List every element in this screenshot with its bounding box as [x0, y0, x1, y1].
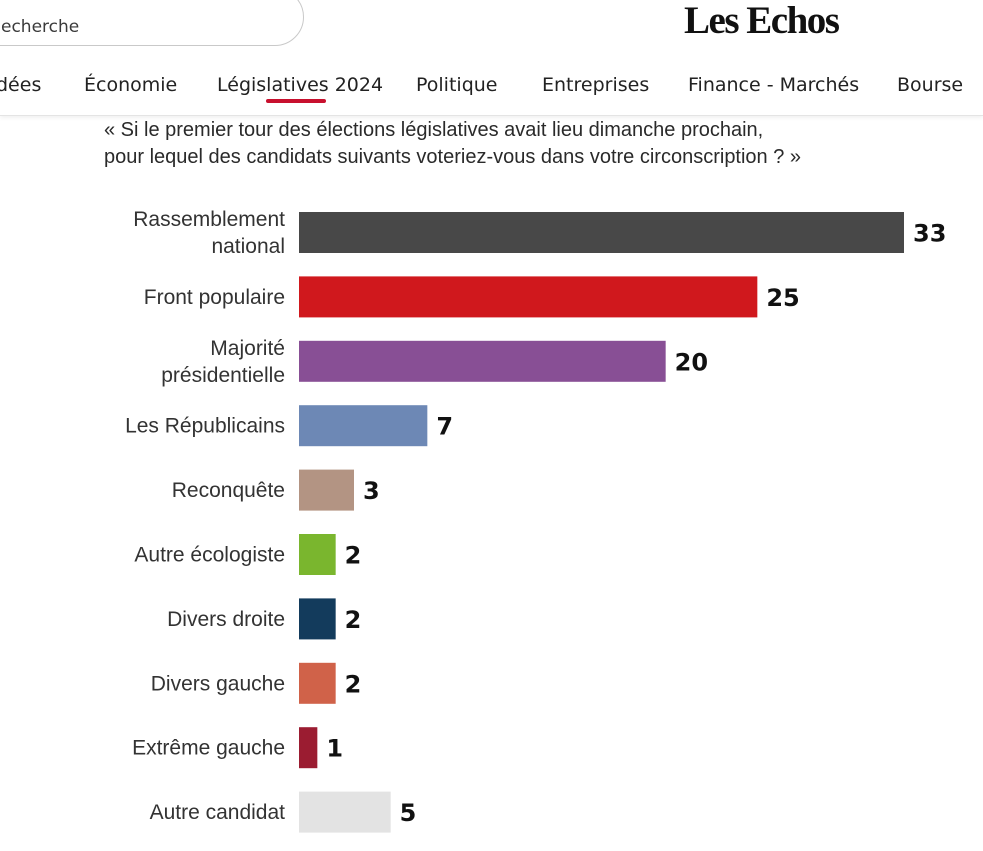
site-logo[interactable]: Les Echos	[684, 0, 840, 42]
value-label: 2	[345, 542, 362, 570]
nav-item-legislatives[interactable]: Législatives 2024	[217, 74, 384, 96]
bar	[299, 276, 758, 318]
category-label: Majorité	[210, 337, 285, 360]
search-input[interactable]: echerche	[0, 0, 304, 46]
bar	[299, 598, 336, 640]
nav-item-entreprises[interactable]: Entreprises	[542, 74, 650, 96]
category-label: Autre candidat	[150, 801, 286, 824]
value-label: 20	[675, 348, 708, 376]
bar	[299, 469, 354, 511]
value-label: 3	[363, 477, 380, 505]
value-label: 33	[913, 220, 946, 248]
bar	[299, 791, 391, 833]
category-label: Front populaire	[144, 286, 285, 309]
value-label: 2	[345, 670, 362, 698]
active-nav-indicator	[266, 99, 326, 103]
search-placeholder: echerche	[1, 17, 80, 37]
category-label: Les Républicains	[125, 415, 285, 438]
category-label: Rassemblement	[133, 208, 285, 231]
category-label: Divers droite	[167, 608, 285, 631]
bar	[299, 727, 318, 769]
bar	[299, 534, 336, 575]
category-label: Divers gauche	[151, 672, 285, 695]
value-label: 2	[345, 606, 362, 634]
category-label: présidentielle	[161, 364, 285, 387]
bar	[299, 340, 666, 382]
nav-item-politique[interactable]: Politique	[416, 74, 498, 96]
value-label: 1	[326, 735, 343, 763]
chart-title-line-2: pour lequel des candidats suivants voter…	[104, 146, 802, 168]
chart-title-line-1: « Si le premier tour des élections légis…	[104, 119, 764, 141]
nav-item-economie[interactable]: Économie	[84, 74, 178, 96]
value-label: 5	[400, 799, 417, 827]
bar	[299, 212, 904, 253]
category-label: national	[211, 235, 285, 258]
bar	[299, 405, 428, 447]
category-label: Autre écologiste	[134, 544, 285, 567]
nav-item-bourse[interactable]: Bourse	[897, 74, 964, 96]
bar	[299, 662, 336, 704]
value-label: 7	[436, 413, 453, 441]
value-label: 25	[766, 284, 799, 312]
nav-item-idees[interactable]: dées	[0, 74, 42, 96]
nav-item-finance[interactable]: Finance - Marchés	[688, 74, 860, 96]
category-label: Extrême gauche	[132, 737, 285, 760]
category-label: Reconquête	[172, 479, 285, 502]
site-header: echerche Les Echos dées Économie Législa…	[0, 0, 983, 116]
